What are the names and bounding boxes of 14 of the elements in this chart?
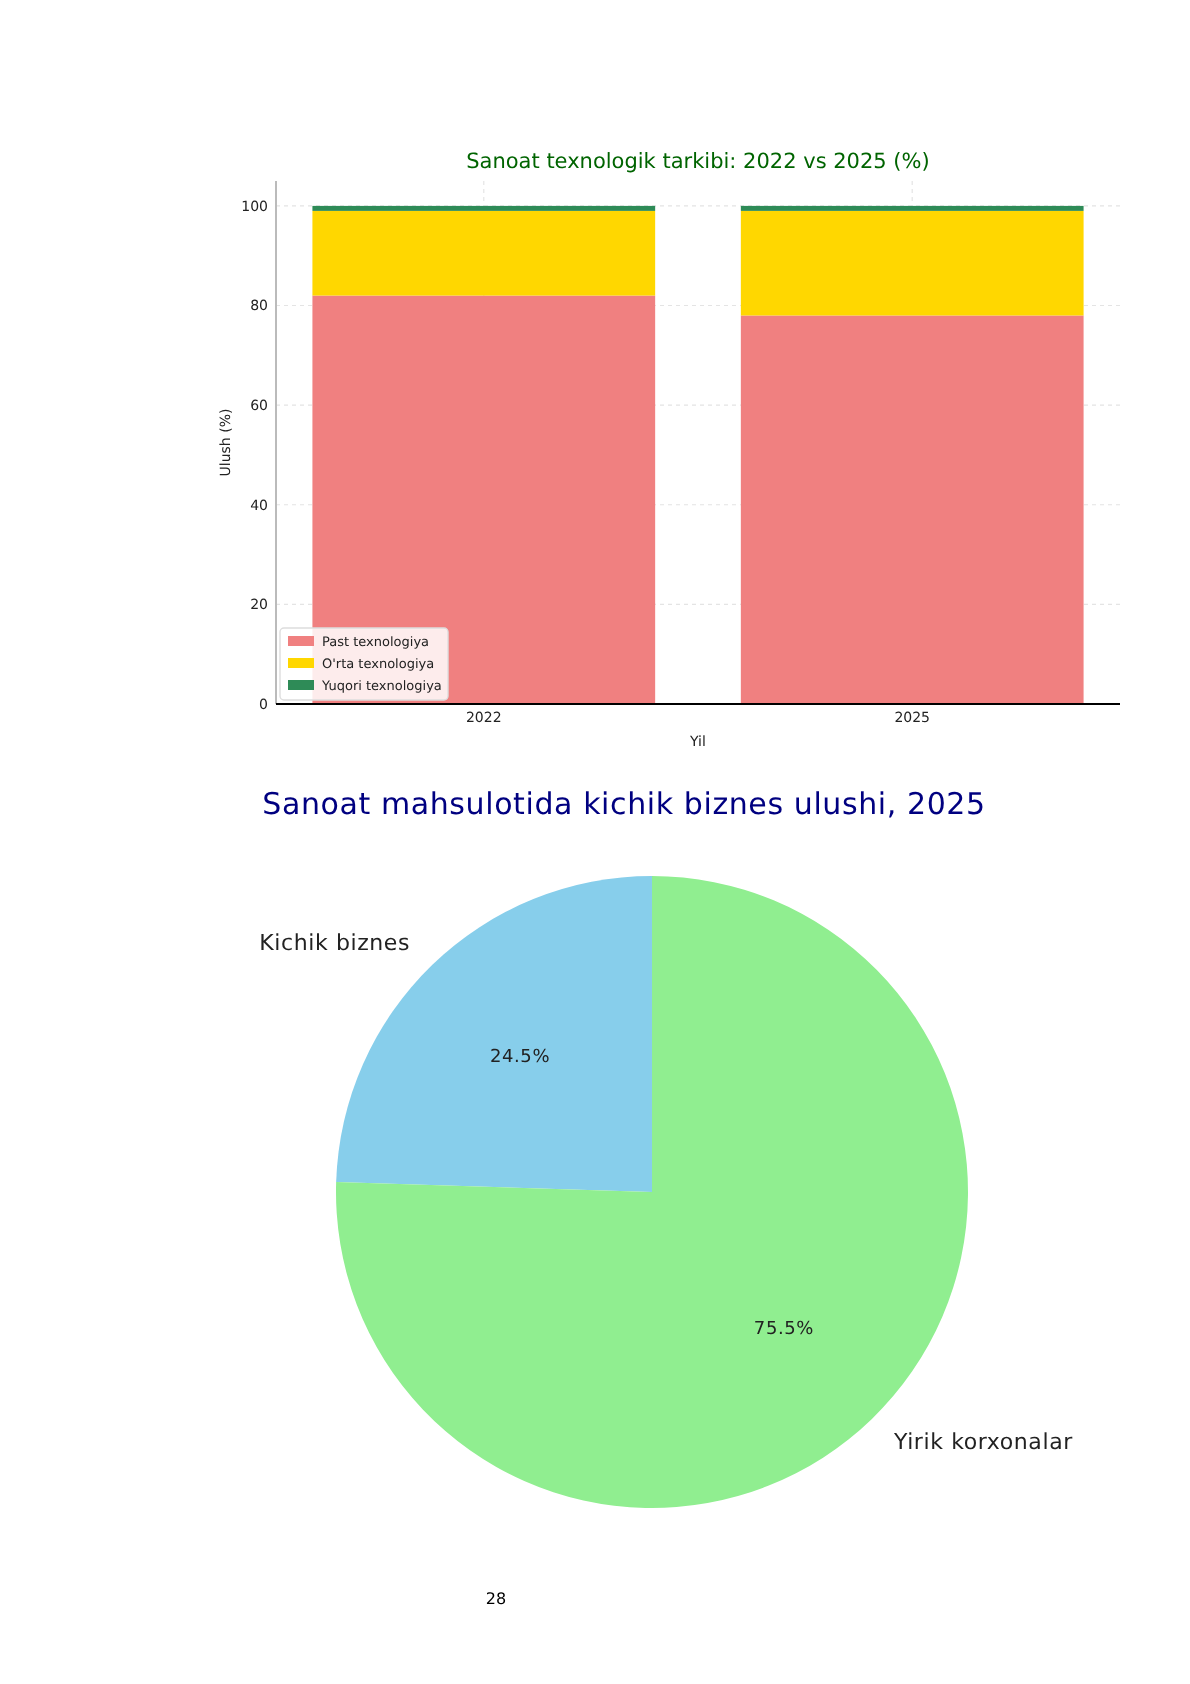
bar — [312, 295, 656, 704]
bar — [740, 315, 1084, 704]
data-label: 24.5% — [489, 1048, 551, 1069]
pie-slice — [336, 876, 652, 1192]
bar — [740, 210, 1084, 316]
chart-title: Sanoat texnologik tarkibi: 2022 vs 2025 (%) — [466, 150, 930, 174]
bar — [312, 205, 656, 211]
slice-label: Kichik biznes — [259, 930, 411, 957]
bar — [312, 210, 656, 296]
bar — [740, 205, 1084, 211]
chart-title: Sanoat mahsulotida kichik biznes ulushi, 2025 — [262, 786, 986, 822]
text: 28 — [485, 1590, 507, 1608]
slice-label: Yirik korxonalar — [891, 1429, 1074, 1456]
data-label: 75.5% — [753, 1320, 815, 1341]
